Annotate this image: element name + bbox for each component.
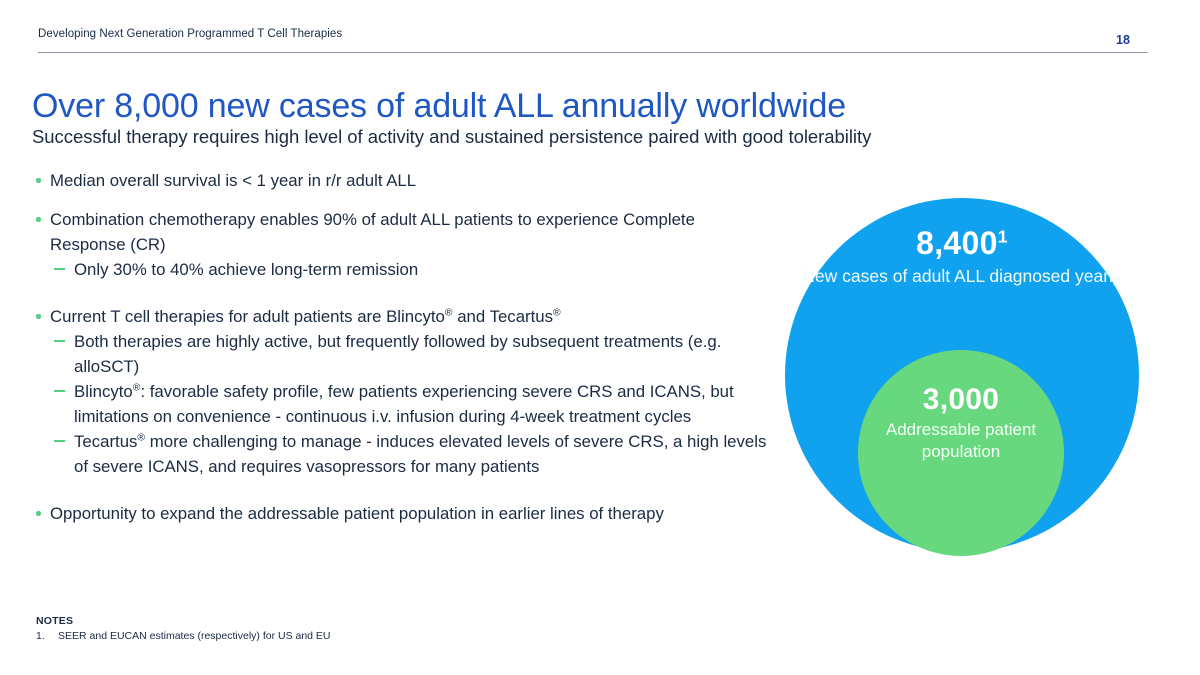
bullet-spacer — [32, 479, 774, 501]
bullet-dot-icon — [36, 314, 41, 319]
page-subtitle: Successful therapy requires high level o… — [32, 126, 872, 148]
notes-list: 1. SEER and EUCAN estimates (respectively… — [36, 629, 736, 643]
registered-mark: ® — [444, 307, 453, 319]
registered-mark: ® — [137, 432, 146, 444]
bullet-text: Both therapies are highly active, but fr… — [74, 332, 722, 376]
bullet-item: Combination chemotherapy enables 90% of … — [32, 207, 774, 257]
bullet-item: Median overall survival is < 1 year in r… — [32, 168, 774, 193]
bullet-text: Only 30% to 40% achieve long-term remiss… — [74, 260, 419, 279]
note-text: SEER and EUCAN estimates (respectively) … — [58, 630, 331, 642]
outer-circle-total-cases: 8,4001 New cases of adult ALL diagnosed … — [785, 198, 1139, 556]
outer-circle-label: 8,4001 New cases of adult ALL diagnosed … — [785, 224, 1139, 288]
inner-circle-value: 3,000 — [922, 383, 1000, 416]
bullet-dash-icon — [54, 340, 65, 342]
note-item: 1. SEER and EUCAN estimates (respectively… — [36, 629, 736, 643]
bullet-text: Median overall survival is < 1 year in r… — [50, 171, 417, 190]
inner-circle-caption: Addressable patient population — [885, 420, 1037, 461]
bullet-text: Blincyto®: favorable safety profile, few… — [74, 382, 734, 426]
registered-mark: ® — [553, 307, 561, 319]
sub-bullet-item: Tecartus® more challenging to manage - i… — [32, 429, 774, 479]
sub-bullet-item: Both therapies are highly active, but fr… — [32, 329, 774, 379]
bullet-dash-icon — [54, 440, 65, 442]
bullet-dot-icon — [36, 511, 41, 516]
bullet-item: Opportunity to expand the addressable pa… — [32, 501, 774, 526]
bullet-dash-icon — [54, 268, 65, 270]
outer-circle-footnote-ref: 1 — [997, 226, 1008, 247]
page-title: Over 8,000 new cases of adult ALL annual… — [32, 86, 846, 125]
notes-heading: NOTES — [36, 615, 74, 627]
bullet-list: Median overall survival is < 1 year in r… — [32, 168, 774, 526]
header-deck-title: Developing Next Generation Programmed T … — [38, 28, 343, 40]
bullet-dot-icon — [36, 217, 41, 222]
bullet-spacer — [32, 282, 774, 304]
nested-circle-diagram: 8,4001 New cases of adult ALL diagnosed … — [785, 198, 1139, 556]
sub-bullet-item: Blincyto®: favorable safety profile, few… — [32, 379, 774, 429]
outer-circle-caption: New cases of adult ALL diagnosed yearly — [802, 266, 1122, 286]
note-number: 1. — [36, 630, 45, 642]
bullet-text: Opportunity to expand the addressable pa… — [50, 504, 664, 523]
header-divider-rule — [38, 52, 1148, 53]
inner-circle-label: 3,000 Addressable patient population — [858, 382, 1064, 463]
notes-section: NOTES 1. SEER and EUCAN estimates (respec… — [36, 615, 736, 643]
outer-circle-value: 8,4001 — [916, 225, 1008, 261]
inner-circle-addressable-population: 3,000 Addressable patient population — [858, 350, 1064, 556]
bullet-dot-icon — [36, 178, 41, 183]
sub-bullet-item: Only 30% to 40% achieve long-term remiss… — [32, 257, 774, 282]
bullet-item: Current T cell therapies for adult patie… — [32, 304, 774, 329]
slide-header: Developing Next Generation Programmed T … — [38, 28, 1150, 54]
page-number: 18 — [1116, 33, 1130, 47]
bullet-text: Combination chemotherapy enables 90% of … — [50, 210, 695, 254]
bullet-text: Current T cell therapies for adult patie… — [50, 307, 561, 326]
bullet-dash-icon — [54, 390, 65, 392]
bullet-text: Tecartus® more challenging to manage - i… — [74, 432, 767, 476]
registered-mark: ® — [132, 382, 141, 394]
bullet-spacer — [32, 193, 774, 207]
